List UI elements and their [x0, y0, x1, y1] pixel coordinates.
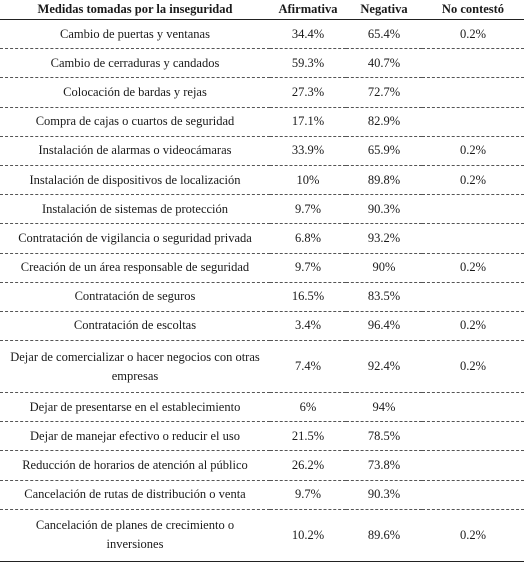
- cell-measure: Contratación de seguros: [0, 282, 270, 312]
- cell-no-contesto: [422, 223, 524, 254]
- table-body: Cambio de puertas y ventanas 34.4% 65.4% 0.…: [0, 19, 524, 562]
- cell-afirmativa: 26.2%: [270, 450, 346, 481]
- table-row: Creación de un área responsable de segur…: [0, 253, 524, 283]
- cell-measure: Contratación de escoltas: [0, 311, 270, 342]
- cell-no-contesto: [422, 421, 524, 452]
- table-row: Dejar de comercializar o hacer negocios …: [0, 340, 524, 394]
- cell-afirmativa: 21.5%: [270, 421, 346, 452]
- cell-measure: Contratación de vigilancia o seguridad p…: [0, 223, 270, 254]
- cell-measure: Dejar de presentarse en el establecimien…: [0, 392, 270, 423]
- cell-afirmativa: 3.4%: [270, 311, 346, 342]
- cell-no-contesto: [422, 107, 524, 137]
- table-row: Cambio de puertas y ventanas 34.4% 65.4% 0.…: [0, 19, 524, 50]
- cell-negativa: 78.5%: [346, 421, 422, 452]
- cell-afirmativa: 7.4%: [270, 340, 346, 394]
- cell-afirmativa: 33.9%: [270, 136, 346, 166]
- cell-afirmativa: 59.3%: [270, 48, 346, 79]
- security-measures-table: Medidas tomadas por la inseguridad Afirm…: [0, 0, 524, 562]
- cell-negativa: 92.4%: [346, 340, 422, 394]
- header-afirmativa: Afirmativa: [270, 0, 346, 20]
- cell-no-contesto: 0.2%: [422, 509, 524, 562]
- cell-negativa: 73.8%: [346, 450, 422, 481]
- cell-negativa: 82.9%: [346, 107, 422, 137]
- table-row: Cambio de cerraduras y candados 59.3% 40.7…: [0, 48, 524, 79]
- cell-negativa: 90%: [346, 253, 422, 283]
- cell-no-contesto: 0.2%: [422, 311, 524, 342]
- cell-negativa: 94%: [346, 392, 422, 423]
- table-row: Reducción de horarios de atención al púb…: [0, 450, 524, 481]
- cell-measure: Colocación de bardas y rejas: [0, 77, 270, 108]
- cell-no-contesto: 0.2%: [422, 253, 524, 283]
- cell-measure: Instalación de alarmas o videocámaras: [0, 136, 270, 166]
- cell-measure: Instalación de dispositivos de localizac…: [0, 165, 270, 196]
- cell-no-contesto: [422, 48, 524, 79]
- header-negativa: Negativa: [346, 0, 422, 20]
- cell-negativa: 89.8%: [346, 165, 422, 196]
- table-row: Compra de cajas o cuartos de seguridad 17…: [0, 107, 524, 137]
- table-row: Cancelación de rutas de distribución o v…: [0, 480, 524, 510]
- cell-measure: Dejar de manejar efectivo o reducir el u…: [0, 421, 270, 452]
- cell-negativa: 96.4%: [346, 311, 422, 342]
- cell-no-contesto: [422, 77, 524, 108]
- cell-afirmativa: 10.2%: [270, 509, 346, 562]
- cell-no-contesto: 0.2%: [422, 165, 524, 196]
- cell-afirmativa: 9.7%: [270, 480, 346, 510]
- cell-no-contesto: 0.2%: [422, 136, 524, 166]
- cell-negativa: 83.5%: [346, 282, 422, 312]
- cell-afirmativa: 9.7%: [270, 253, 346, 283]
- cell-measure: Instalación de sistemas de protección: [0, 194, 270, 225]
- cell-measure: Compra de cajas o cuartos de seguridad: [0, 107, 270, 137]
- cell-afirmativa: 16.5%: [270, 282, 346, 312]
- table-row: Dejar de manejar efectivo o reducir el u…: [0, 421, 524, 452]
- cell-negativa: 90.3%: [346, 480, 422, 510]
- cell-no-contesto: 0.2%: [422, 19, 524, 50]
- cell-afirmativa: 27.3%: [270, 77, 346, 108]
- cell-measure: Cambio de puertas y ventanas: [0, 19, 270, 50]
- header-no-contesto: No contestó: [422, 0, 524, 20]
- cell-measure: Creación de un área responsable de segur…: [0, 253, 270, 283]
- cell-no-contesto: [422, 282, 524, 312]
- cell-no-contesto: [422, 194, 524, 225]
- table-row: Contratación de escoltas 3.4% 96.4% 0.2%: [0, 311, 524, 342]
- table-row: Colocación de bardas y rejas 27.3% 72.7%: [0, 77, 524, 108]
- cell-afirmativa: 6.8%: [270, 223, 346, 254]
- cell-measure: Cambio de cerraduras y candados: [0, 48, 270, 79]
- table-row: Instalación de dispositivos de localizac…: [0, 165, 524, 196]
- table-row: Contratación de seguros 16.5% 83.5%: [0, 282, 524, 312]
- cell-negativa: 89.6%: [346, 509, 422, 562]
- table-row: Instalación de sistemas de protección 9.7…: [0, 194, 524, 225]
- cell-afirmativa: 6%: [270, 392, 346, 423]
- cell-afirmativa: 10%: [270, 165, 346, 196]
- table-row: Contratación de vigilancia o seguridad p…: [0, 223, 524, 254]
- cell-negativa: 72.7%: [346, 77, 422, 108]
- cell-measure: Reducción de horarios de atención al púb…: [0, 450, 270, 481]
- cell-negativa: 90.3%: [346, 194, 422, 225]
- cell-negativa: 40.7%: [346, 48, 422, 79]
- header-row: Medidas tomadas por la inseguridad Afirm…: [0, 0, 524, 20]
- cell-measure: Cancelación de planes de crecimiento o i…: [0, 509, 270, 562]
- cell-no-contesto: [422, 392, 524, 423]
- cell-measure: Dejar de comercializar o hacer negocios …: [0, 340, 270, 394]
- table-row: Cancelación de planes de crecimiento o i…: [0, 509, 524, 562]
- cell-negativa: 65.4%: [346, 19, 422, 50]
- cell-negativa: 65.9%: [346, 136, 422, 166]
- cell-negativa: 93.2%: [346, 223, 422, 254]
- cell-no-contesto: 0.2%: [422, 340, 524, 394]
- cell-afirmativa: 17.1%: [270, 107, 346, 137]
- cell-no-contesto: [422, 480, 524, 510]
- table-row: Instalación de alarmas o videocámaras 33.…: [0, 136, 524, 166]
- header-measure: Medidas tomadas por la inseguridad: [0, 0, 270, 20]
- table-row: Dejar de presentarse en el establecimien…: [0, 392, 524, 423]
- cell-no-contesto: [422, 450, 524, 481]
- cell-afirmativa: 9.7%: [270, 194, 346, 225]
- cell-afirmativa: 34.4%: [270, 19, 346, 50]
- cell-measure: Cancelación de rutas de distribución o v…: [0, 480, 270, 510]
